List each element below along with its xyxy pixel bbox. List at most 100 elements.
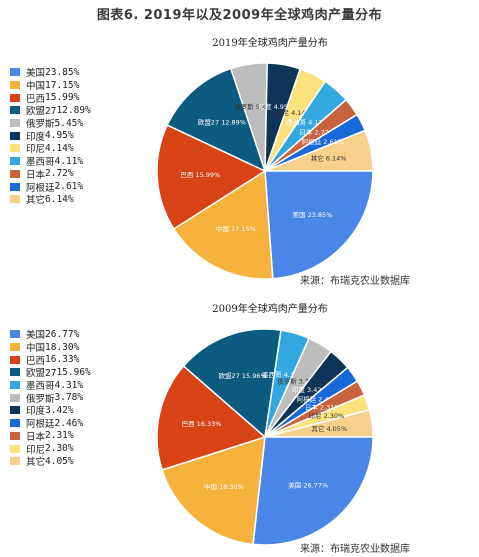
legend-label: 印尼 (26, 444, 46, 456)
legend-swatch (10, 131, 20, 140)
chart-title: 2009年全球鸡肉产量分布 (212, 304, 328, 315)
legend-label: 阿根廷 (26, 182, 55, 194)
legend-label: 美国 (26, 68, 46, 80)
legend-item: 俄罗斯 3.78% (10, 391, 91, 405)
slice-data-label: 墨西哥 4.11% (287, 118, 329, 126)
legend-swatch (10, 195, 20, 204)
legend-swatch (10, 68, 20, 77)
pie-slice (166, 67, 267, 173)
legend-value: 4.14% (45, 142, 74, 154)
legend-value: 4.95% (45, 130, 74, 142)
legend-item: 欧盟27 15.96% (10, 366, 91, 379)
legend-value: 26.77% (45, 328, 80, 340)
pie-slice (252, 436, 374, 546)
legend-swatch (10, 343, 20, 352)
legend-value: 2.30% (45, 443, 74, 455)
slice-data-label: 其它 6.14% (311, 154, 347, 163)
chart-panel-2019: 2019年全球鸡肉产量分布 美国 23.85% 中国 17.15% 巴西 15.99… (0, 28, 479, 290)
legend-label: 中国 (26, 343, 46, 355)
slice-data-label: 中国 18.30% (204, 482, 244, 491)
legend-swatch (10, 419, 20, 428)
slice-data-label: 印度 3.42% (292, 385, 328, 394)
pie-slice (264, 113, 367, 172)
legend-swatch (10, 444, 20, 453)
slice-data-label: 其它 4.05% (311, 424, 347, 433)
legend-item: 阿根廷 2.46% (10, 417, 91, 430)
pie-slice (264, 394, 371, 438)
legend-value: 2.46% (54, 417, 84, 429)
slice-data-label: 阿根廷 2.61% (302, 137, 344, 146)
legend-item: 阿根廷 2.61% (10, 180, 91, 194)
legend-item: 印度 4.95% (10, 129, 91, 143)
slice-data-label: 俄罗斯 3.78% (277, 376, 319, 385)
legend-label: 中国 (26, 81, 46, 93)
chart-source: 来源：布瑞克农业数据库 (300, 544, 410, 555)
legend-swatch (10, 144, 20, 153)
legend-item: 美国 23.85% (10, 66, 91, 79)
legend-swatch (10, 93, 20, 102)
legend-swatch (10, 368, 20, 377)
chart-legend: 美国 26.77% 中国 18.30% 巴西 16.33% 欧盟27 15.96% 墨西… (10, 328, 91, 468)
pie-chart: 其它 4.05% 美国 26.77% 中国 18.30% 巴西 16.33% 欧盟27 … (156, 328, 374, 546)
chart-panel-2009: 2009年全球鸡肉产量分布 美国 26.77% 中国 18.30% 巴西 16.33… (0, 292, 479, 557)
slice-data-label: 欧盟27 15.96% (219, 371, 267, 380)
legend-swatch (10, 169, 20, 178)
pie-slice (161, 435, 266, 546)
legend-value: 6.14% (45, 193, 74, 205)
slice-data-label: 印度 4.95% (259, 102, 295, 111)
legend-label: 欧盟27 (26, 368, 57, 380)
legend-label: 印度 (26, 131, 46, 143)
legend-value: 4.11% (54, 155, 84, 167)
pie-chart: 其它 6.14% 美国 23.85% 中国 17.15% 巴西 15.99% 欧盟27 … (156, 62, 374, 280)
legend-swatch (10, 182, 20, 191)
legend-item: 中国 17.15% (10, 79, 91, 92)
slice-data-label: 印尼 4.14% (276, 109, 312, 117)
chart-title: 2019年全球鸡肉产量分布 (212, 38, 328, 49)
legend-value: 23.85% (45, 66, 80, 78)
legend-label: 其它 (26, 457, 46, 469)
legend-item: 欧盟27 12.89% (10, 104, 91, 117)
legend-item: 印尼 4.14% (10, 142, 91, 155)
pie-slice (182, 328, 282, 439)
legend-item: 印尼 2.30% (10, 442, 91, 456)
legend-label: 俄罗斯 (26, 393, 55, 405)
legend-value: 4.05% (45, 455, 74, 467)
legend-value: 3.42% (45, 404, 74, 416)
chart-legend: 美国 23.85% 中国 17.15% 巴西 15.99% 欧盟27 12.89% 俄罗… (10, 66, 91, 206)
legend-swatch (10, 157, 20, 166)
slice-data-label: 美国 23.85% (293, 210, 333, 219)
legend-value: 15.96% (56, 366, 91, 378)
pie-slice (156, 124, 267, 230)
legend-label: 阿根廷 (26, 419, 55, 431)
legend-swatch (10, 106, 20, 115)
legend-swatch (10, 457, 20, 466)
legend-label: 其它 (26, 195, 46, 207)
slice-data-label: 美国 26.77% (288, 480, 328, 489)
slice-data-label: 巴西 16.33% (182, 420, 222, 428)
slice-data-label: 日本 2.72% (299, 128, 335, 137)
legend-item: 其它 4.05% (10, 455, 91, 468)
legend-label: 印尼 (26, 144, 46, 156)
legend-value: 17.15% (45, 79, 80, 91)
legend-swatch (10, 381, 20, 390)
legend-swatch (10, 355, 20, 364)
legend-swatch (10, 393, 20, 402)
legend-item: 其它 6.14% (10, 193, 91, 206)
legend-item: 美国 26.77% (10, 328, 91, 341)
slice-data-label: 印尼 2.30% (309, 412, 345, 420)
slice-data-label: 墨西哥 4.31% (262, 371, 304, 379)
slice-data-label: 阿根廷 2.46% (297, 394, 339, 403)
legend-label: 巴西 (26, 355, 46, 367)
slice-data-label: 欧盟27 12.89% (198, 118, 246, 127)
figure-title: 图表6. 2019年以及2009年全球鸡肉产量分布 (96, 8, 383, 23)
legend-label: 墨西哥 (26, 157, 55, 169)
legend-value: 2.61% (54, 181, 84, 193)
legend-swatch (10, 81, 20, 90)
legend-label: 欧盟27 (26, 106, 57, 118)
legend-item: 巴西 16.33% (10, 353, 91, 367)
pie-slice (264, 170, 374, 280)
legend-label: 美国 (26, 330, 46, 342)
legend-value: 3.78% (54, 392, 84, 404)
legend-value: 2.31% (45, 430, 74, 442)
legend-item: 墨西哥 4.31% (10, 379, 91, 392)
